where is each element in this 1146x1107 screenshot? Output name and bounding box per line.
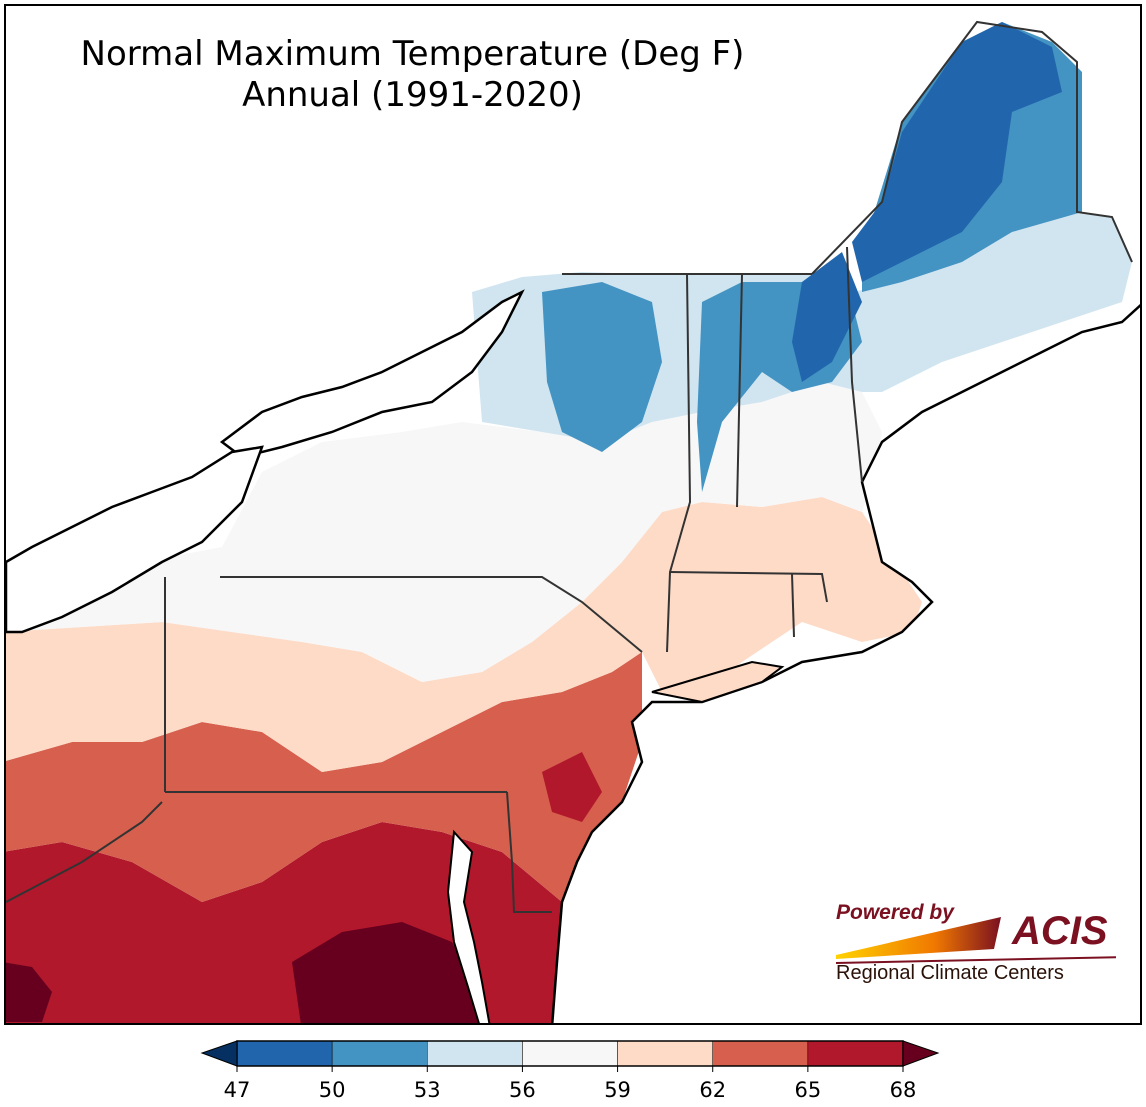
ny-pa-border: [220, 576, 643, 653]
zone-over-68: [292, 922, 481, 1023]
chesapeake-bay: [446, 829, 491, 1023]
colorbar-tick-label: 68: [889, 1078, 917, 1102]
colorbar-bin: [522, 1040, 618, 1067]
colorbar-bin: [427, 1040, 523, 1067]
acis-swoosh-icon: [835, 917, 1116, 964]
colorbar-under-arrow: [200, 1040, 238, 1067]
nh-me-border: [846, 246, 863, 483]
temperature-map: [6, 20, 1140, 1023]
colorbar-bin: [331, 1040, 428, 1067]
colorbar-tick-label: 62: [699, 1078, 727, 1102]
map-title-line2: Annual (1991-2020): [242, 75, 583, 115]
colorbar-tick-label: 59: [604, 1078, 631, 1102]
long-island: [651, 660, 785, 704]
colorbar-bin: [617, 1040, 713, 1067]
ma-south-border: [669, 571, 828, 603]
map-title: Normal Maximum Temperature (Deg F) Annua…: [0, 34, 825, 116]
zone-47-50-nh: [792, 252, 862, 382]
vt-nh-border: [736, 273, 743, 508]
wv-border: [6, 801, 163, 903]
me-canada-border: [811, 20, 1133, 275]
colorbar-over-arrow: [902, 1040, 940, 1067]
colorbar-tick-label: 53: [413, 1078, 441, 1102]
zone-62-65: [6, 652, 642, 902]
colorbar-bin: [236, 1040, 333, 1067]
zone-65-68-nj: [542, 752, 602, 822]
zone-47-50: [852, 22, 1062, 282]
colorbar-bin: [807, 1040, 904, 1067]
zone-59-62: [6, 497, 922, 772]
acis-name-text: ACIS: [1012, 909, 1108, 953]
zone-over-68-west: [6, 962, 52, 1022]
zone-50-53: [542, 282, 662, 452]
map-frame: [4, 4, 1142, 1025]
regional-climate-centers-text: Regional Climate Centers: [836, 962, 1064, 984]
lake-ontario: [219, 289, 525, 459]
colorbar-tick-label: 47: [223, 1078, 251, 1102]
powered-by-text: Powered by: [836, 901, 954, 924]
colorbar-tick-label: 65: [794, 1078, 822, 1102]
map-title-line1: Normal Maximum Temperature (Deg F): [80, 34, 745, 74]
lake-erie: [6, 445, 264, 634]
ct-ri-border: [791, 573, 795, 638]
colorbar: [200, 1040, 940, 1072]
colorbar-bin: [712, 1040, 809, 1067]
ny-vt-border: [666, 273, 692, 653]
de-md-border: [506, 791, 552, 913]
colorbar-bins: [236, 1040, 904, 1067]
zone-56-59: [6, 382, 882, 682]
colorbar-tick-label: 56: [509, 1078, 536, 1102]
atlantic-ocean: [551, 303, 1140, 1023]
state-boundaries: [6, 20, 1133, 913]
colorbar-tick-label: 50: [318, 1078, 346, 1102]
colorbar-ticks: [236, 1066, 904, 1072]
acis-logo: Powered by ACIS Regional Climate Centers: [826, 897, 1116, 992]
